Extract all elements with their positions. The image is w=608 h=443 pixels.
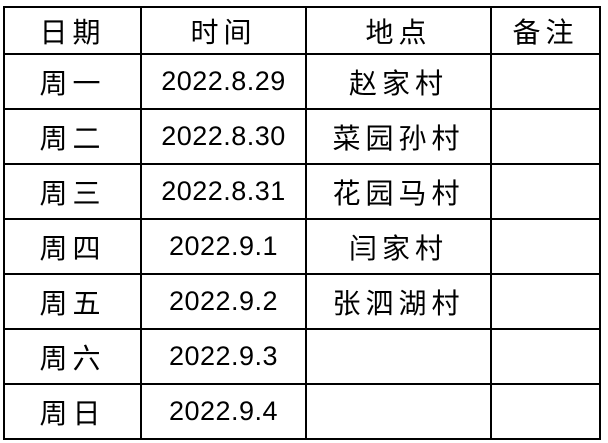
cell-location: 张泗湖村 (305, 273, 492, 330)
cell-day: 周四 (3, 218, 142, 275)
cell-day: 周日 (3, 383, 142, 440)
cell-day: 周五 (3, 273, 142, 330)
cell-location (305, 328, 492, 385)
cell-note (490, 383, 601, 440)
cell-note (490, 218, 601, 275)
cell-day: 周六 (3, 328, 142, 385)
cell-day: 周三 (3, 163, 142, 220)
header-cell-location: 地点 (305, 6, 492, 55)
header-cell-day: 日期 (3, 6, 142, 55)
cell-date: 2022.9.1 (140, 218, 307, 275)
cell-date: 2022.9.2 (140, 273, 307, 330)
cell-note (490, 53, 601, 110)
table-row: 周一 2022.8.29 赵家村 (3, 53, 601, 110)
header-cell-note: 备注 (490, 6, 601, 55)
cell-day: 周一 (3, 53, 142, 110)
cell-note (490, 273, 601, 330)
cell-day: 周二 (3, 108, 142, 165)
table-row: 周日 2022.9.4 (3, 383, 601, 440)
cell-location: 闫家村 (305, 218, 492, 275)
table-row: 周六 2022.9.3 (3, 328, 601, 385)
cell-location: 花园马村 (305, 163, 492, 220)
cell-location (305, 383, 492, 440)
cell-note (490, 163, 601, 220)
table-header-row: 日期 时间 地点 备注 (3, 6, 601, 55)
table-row: 周三 2022.8.31 花园马村 (3, 163, 601, 220)
cell-note (490, 328, 601, 385)
table-row: 周五 2022.9.2 张泗湖村 (3, 273, 601, 330)
header-cell-date: 时间 (140, 6, 307, 55)
cell-date: 2022.9.4 (140, 383, 307, 440)
cell-location: 菜园孙村 (305, 108, 492, 165)
cell-location: 赵家村 (305, 53, 492, 110)
cell-date: 2022.8.30 (140, 108, 307, 165)
cell-date: 2022.8.31 (140, 163, 307, 220)
cell-note (490, 108, 601, 165)
table-row: 周四 2022.9.1 闫家村 (3, 218, 601, 275)
schedule-table: 日期 时间 地点 备注 周一 2022.8.29 赵家村 周二 2022.8.3… (3, 6, 601, 440)
cell-date: 2022.8.29 (140, 53, 307, 110)
cell-date: 2022.9.3 (140, 328, 307, 385)
table-row: 周二 2022.8.30 菜园孙村 (3, 108, 601, 165)
